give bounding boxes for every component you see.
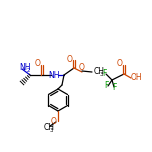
Text: CH: CH xyxy=(44,123,55,131)
Text: F: F xyxy=(102,69,106,78)
Text: O: O xyxy=(51,117,57,126)
Text: 3: 3 xyxy=(50,128,54,133)
Text: 2: 2 xyxy=(27,69,31,74)
Text: O: O xyxy=(35,59,41,69)
Text: F: F xyxy=(112,83,116,93)
Text: 3: 3 xyxy=(100,73,104,78)
Text: O: O xyxy=(79,64,85,73)
Text: F: F xyxy=(104,81,108,90)
Text: NH: NH xyxy=(48,71,60,79)
Text: CH: CH xyxy=(94,67,105,76)
Text: OH: OH xyxy=(130,74,142,83)
Text: O: O xyxy=(67,55,73,64)
Text: NH: NH xyxy=(19,64,31,73)
Text: O: O xyxy=(117,59,123,69)
